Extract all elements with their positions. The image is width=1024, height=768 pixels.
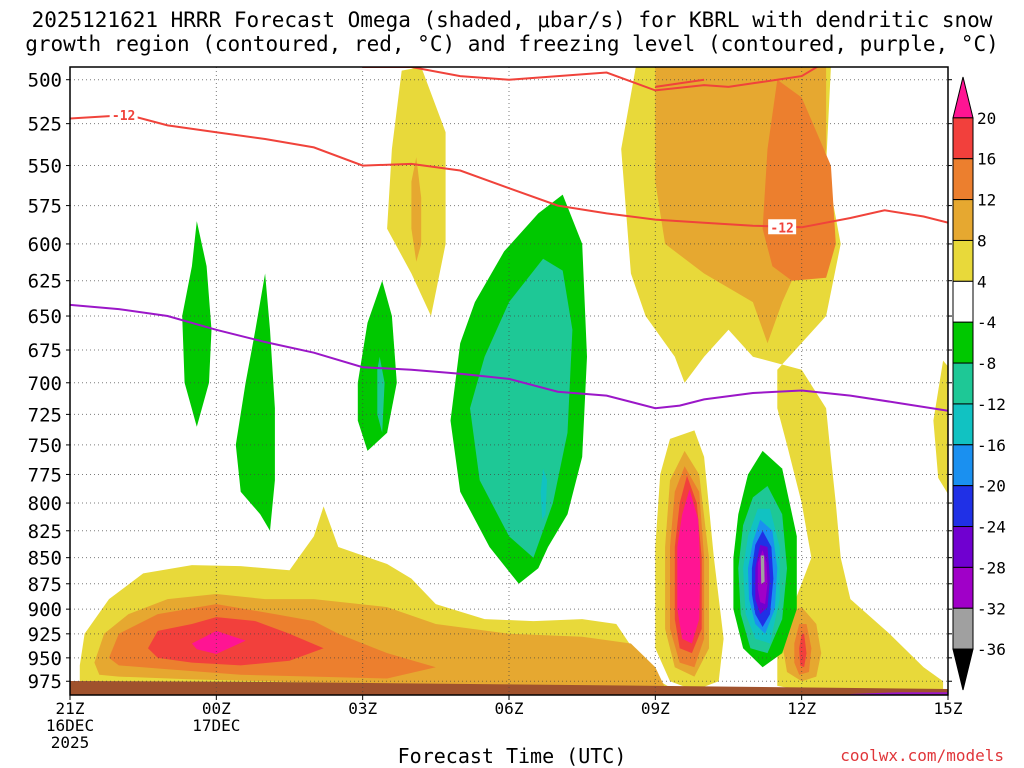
omega-region-pos-11z-16 [799, 633, 807, 668]
site-credit: coolwx.com/models [840, 746, 1004, 765]
omega-region-neg-c-8 [377, 356, 385, 433]
x-tick-label: 2025 [51, 733, 90, 752]
contour-label-minus12: -12 [112, 109, 135, 124]
y-tick-label: 575 [28, 196, 62, 218]
y-tick-label: 675 [28, 340, 62, 362]
y-tick-label: 725 [28, 404, 62, 426]
contour-dendritic-growth--12C-top [655, 78, 705, 88]
colorbar-label: -32 [977, 599, 1006, 618]
x-tick-label: 16DEC [46, 716, 94, 735]
y-tick-label: 625 [28, 271, 62, 293]
y-tick-label: 600 [28, 234, 62, 256]
contour-label-bg [768, 219, 797, 235]
colorbar-segment [952, 362, 974, 405]
x-tick-label: 00Z [202, 699, 231, 718]
colorbar-label: 20 [977, 109, 996, 128]
y-tick-label: 875 [28, 574, 62, 596]
y-tick-label: 950 [28, 648, 62, 670]
chart-title-line2: growth region (contoured, red, °C) and f… [25, 32, 999, 56]
x-axis-title: Forecast Time (UTC) [397, 744, 627, 768]
contour-dendritic-growth--12C-upper [362, 67, 819, 92]
plot-area: -12 -12 [70, 67, 948, 695]
colorbar-segment [952, 403, 974, 446]
colorbar-label: -24 [977, 518, 1006, 537]
omega-region-neg-b-4 [235, 273, 275, 531]
x-tick-label: 12Z [787, 699, 816, 718]
x-tick-label: 21Z [56, 699, 85, 718]
omega-region-pos-low-20 [191, 630, 246, 654]
y-tick-label: 700 [28, 373, 62, 395]
colorbar-cap-top [952, 76, 974, 119]
chart-title-line1: 2025121621 HRRR Forecast Omega (shaded, … [31, 8, 993, 32]
x-tick-label: 17DEC [192, 716, 240, 735]
colorbar-label: -20 [977, 477, 1006, 496]
colorbar-segment [952, 239, 974, 282]
colorbar-segment [952, 280, 974, 323]
colorbar-label: 4 [977, 272, 987, 291]
colorbar-segment [952, 199, 974, 241]
omega-region-neg-d-12 [540, 468, 547, 520]
y-tick-label: 750 [28, 435, 62, 457]
colorbar-segment [952, 607, 974, 650]
x-tick-label: 15Z [934, 699, 963, 718]
y-tick-label: 525 [28, 114, 62, 136]
y-tick-label: 550 [28, 156, 62, 178]
omega-region-pos-right-4 [933, 360, 948, 494]
colorbar-label: -16 [977, 436, 1006, 455]
colorbar-label: 12 [977, 191, 996, 210]
colorbar-label: -28 [977, 558, 1006, 577]
omega-region-pos-high-8 [411, 157, 422, 262]
colorbar-segment [952, 321, 974, 364]
colorbar-segment [952, 526, 974, 568]
colorbar-label: -4 [977, 313, 996, 332]
colorbar-label: -8 [977, 354, 996, 373]
y-tick-label: 650 [28, 306, 62, 328]
colorbar-label: 16 [977, 150, 996, 169]
x-tick-label: 03Z [348, 699, 377, 718]
y-tick-label: 825 [28, 521, 62, 543]
colorbar-label: -36 [977, 640, 1006, 659]
y-tick-label: 975 [28, 671, 62, 693]
colorbar-segment [952, 566, 974, 609]
y-tick-label: 900 [28, 599, 62, 621]
colorbar-segment [952, 444, 974, 487]
y-tick-label: 775 [28, 464, 62, 486]
y-tick-label: 500 [28, 70, 62, 92]
contour-freezing-level [70, 303, 948, 412]
colorbar-segment [952, 158, 974, 201]
y-tick-label: 800 [28, 493, 62, 515]
omega-region-neg-10z-36 [760, 555, 765, 584]
x-tick-label: 06Z [495, 699, 524, 718]
y-tick-label: 850 [28, 548, 62, 570]
contour-label-minus12: -12 [770, 221, 793, 236]
colorbar-segment [952, 485, 974, 528]
colorbar-segment [952, 117, 974, 160]
colorbar-label: -12 [977, 395, 1006, 414]
y-tick-label: 925 [28, 624, 62, 646]
colorbar-cap-bottom [952, 648, 974, 691]
omega-region-neg-c-4 [357, 280, 397, 451]
contour-label-bg [109, 107, 138, 123]
x-tick-label: 09Z [641, 699, 670, 718]
contour-dendritic-growth--12C [70, 113, 948, 229]
omega-region-pos-09z-20 [677, 489, 701, 644]
colorbar-label: 8 [977, 231, 987, 250]
